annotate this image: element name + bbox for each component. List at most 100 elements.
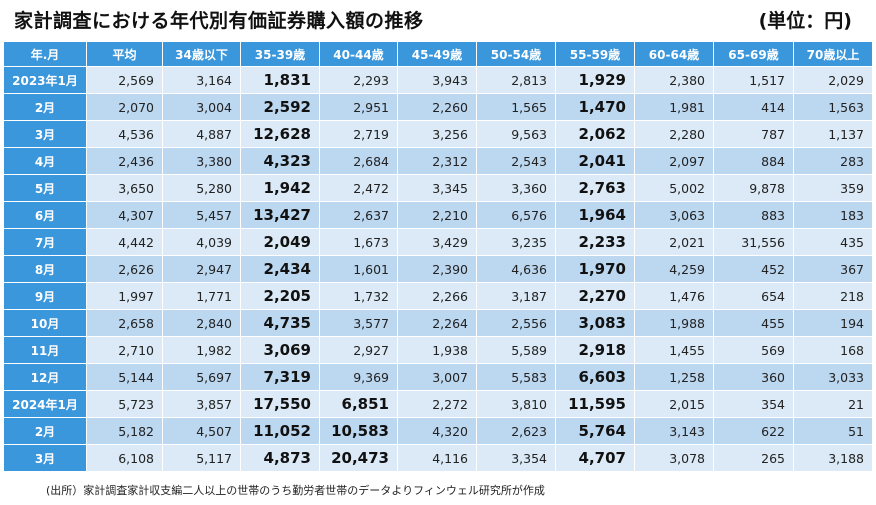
table-cell: 6,108 [86, 444, 163, 472]
table-cell: 2,434 [240, 255, 320, 283]
table-cell: 168 [793, 336, 873, 364]
table-cell: 2,293 [319, 66, 398, 94]
table-row: 11月 2,710 1,982 3,069 2,927 1,938 5,589 2,918 1,… [3, 336, 873, 364]
table-cell: 3,078 [634, 444, 714, 472]
table-cell: 883 [713, 201, 794, 229]
column-header: 45-49歳 [397, 41, 477, 67]
table-cell: 4,259 [634, 255, 714, 283]
table-cell: 9,563 [476, 120, 556, 148]
table-cell: 2,062 [555, 120, 635, 148]
row-label: 2月 [3, 417, 87, 445]
table-cell: 1,938 [397, 336, 477, 364]
table-cell: 4,442 [86, 228, 163, 256]
table-cell: 2,719 [319, 120, 398, 148]
table-cell: 5,589 [476, 336, 556, 364]
table-cell: 354 [713, 390, 794, 418]
table-cell: 1,970 [555, 255, 635, 283]
securities-purchase-table: 年.月 平均 34歳以下 35-39歳 40-44歳 45-49歳 50-54歳 55-59歳… [3, 41, 873, 472]
table-cell: 1,831 [240, 66, 320, 94]
table-cell: 20,473 [319, 444, 398, 472]
table-cell: 5,697 [162, 363, 241, 391]
table-cell: 2,684 [319, 147, 398, 175]
table-cell: 2,637 [319, 201, 398, 229]
table-cell: 3,063 [634, 201, 714, 229]
table-cell: 1,673 [319, 228, 398, 256]
table-cell: 5,002 [634, 174, 714, 202]
column-header: 65-69歳 [713, 41, 794, 67]
table-cell: 1,258 [634, 363, 714, 391]
table-cell: 2,233 [555, 228, 635, 256]
table-row: 2024年1月 5,723 3,857 17,550 6,851 2,272 3,810 11… [3, 390, 873, 418]
table-cell: 414 [713, 93, 794, 121]
table-cell: 5,280 [162, 174, 241, 202]
table-cell: 1,964 [555, 201, 635, 229]
row-label: 12月 [3, 363, 87, 391]
row-label: 2月 [3, 93, 87, 121]
table-cell: 5,182 [86, 417, 163, 445]
table-cell: 3,943 [397, 66, 477, 94]
table-cell: 2,280 [634, 120, 714, 148]
table-cell: 2,049 [240, 228, 320, 256]
table-cell: 5,457 [162, 201, 241, 229]
table-cell: 3,007 [397, 363, 477, 391]
table-cell: 9,878 [713, 174, 794, 202]
table-cell: 1,997 [86, 282, 163, 310]
table-row: 9月 1,997 1,771 2,205 1,732 2,266 3,187 2,270 1,4… [3, 282, 873, 310]
row-label: 2023年1月 [3, 66, 87, 94]
table-cell: 2,623 [476, 417, 556, 445]
table-cell: 2,097 [634, 147, 714, 175]
table-cell: 2,763 [555, 174, 635, 202]
table-cell: 2,592 [240, 93, 320, 121]
table-cell: 367 [793, 255, 873, 283]
table-cell: 283 [793, 147, 873, 175]
table-cell: 2,266 [397, 282, 477, 310]
table-cell: 4,873 [240, 444, 320, 472]
table-cell: 13,427 [240, 201, 320, 229]
table-row: 2023年1月 2,569 3,164 1,831 2,293 3,943 2,813 1,9… [3, 66, 873, 94]
table-cell: 2,270 [555, 282, 635, 310]
table-cell: 2,543 [476, 147, 556, 175]
row-label: 7月 [3, 228, 87, 256]
row-label: 9月 [3, 282, 87, 310]
table-cell: 3,187 [476, 282, 556, 310]
table-cell: 4,323 [240, 147, 320, 175]
table-cell: 2,626 [86, 255, 163, 283]
table-row: 12月 5,144 5,697 7,319 9,369 3,007 5,583 6,603 1,… [3, 363, 873, 391]
table-cell: 3,345 [397, 174, 477, 202]
table-cell: 1,988 [634, 309, 714, 337]
table-cell: 10,583 [319, 417, 398, 445]
table-cell: 787 [713, 120, 794, 148]
table-cell: 12,628 [240, 120, 320, 148]
row-label: 4月 [3, 147, 87, 175]
table-cell: 2,260 [397, 93, 477, 121]
column-header: 平均 [86, 41, 163, 67]
table-cell: 1,476 [634, 282, 714, 310]
table-cell: 6,576 [476, 201, 556, 229]
table-cell: 4,507 [162, 417, 241, 445]
table-cell: 6,603 [555, 363, 635, 391]
table-cell: 31,556 [713, 228, 794, 256]
table-cell: 2,272 [397, 390, 477, 418]
column-header: 60-64歳 [634, 41, 714, 67]
table-cell: 4,116 [397, 444, 477, 472]
table-row: 3月 4,536 4,887 12,628 2,719 3,256 9,563 2,062 2,… [3, 120, 873, 148]
column-header: 35-39歳 [240, 41, 320, 67]
table-cell: 11,052 [240, 417, 320, 445]
row-label: 3月 [3, 444, 87, 472]
row-label: 6月 [3, 201, 87, 229]
table-cell: 2,380 [634, 66, 714, 94]
table-cell: 183 [793, 201, 873, 229]
table-cell: 5,117 [162, 444, 241, 472]
table-cell: 4,636 [476, 255, 556, 283]
table-cell: 5,144 [86, 363, 163, 391]
table-cell: 452 [713, 255, 794, 283]
table-cell: 2,840 [162, 309, 241, 337]
table-cell: 360 [713, 363, 794, 391]
table-cell: 1,982 [162, 336, 241, 364]
table-cell: 265 [713, 444, 794, 472]
page-title: 家計調査における年代別有価証券購入額の推移 [14, 10, 424, 32]
table-cell: 435 [793, 228, 873, 256]
table-cell: 17,550 [240, 390, 320, 418]
table-cell: 4,887 [162, 120, 241, 148]
table-cell: 218 [793, 282, 873, 310]
